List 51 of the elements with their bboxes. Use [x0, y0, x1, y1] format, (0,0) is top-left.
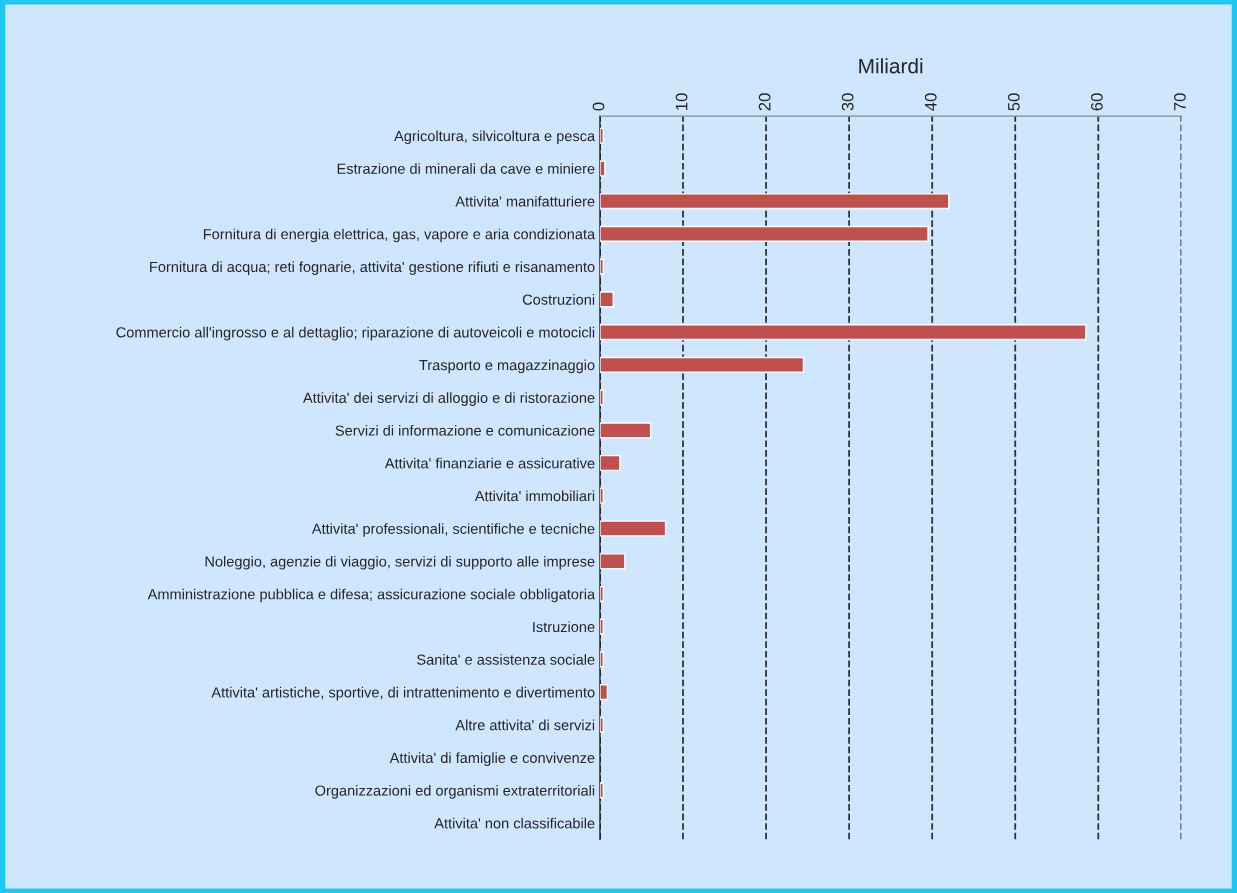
y-tick-label: Fornitura di acqua; reti fognarie, attivita' gestione rifiuti e risanamento	[150, 261, 595, 275]
bar	[599, 454, 621, 472]
bar	[599, 684, 609, 701]
y-tick-label: Noleggio, agenzie di viaggio, servizi di supporto alle imprese	[205, 555, 595, 570]
bar	[599, 716, 604, 733]
bar	[599, 193, 950, 210]
bar	[599, 782, 604, 799]
x-tick-label: 60	[1090, 93, 1103, 111]
bar	[599, 651, 604, 668]
y-tick-label: Attivita' immobiliari	[474, 490, 595, 502]
y-tick-label: Istruzione	[533, 621, 595, 633]
bar	[599, 225, 929, 242]
bar	[599, 520, 667, 537]
y-tick-label: Altre attivita' di servizi	[455, 719, 595, 731]
bar	[599, 258, 604, 275]
y-tick-label: Trasporto e magazzinaggio	[419, 359, 595, 374]
x-tick-label: 0	[592, 102, 605, 111]
bar	[599, 324, 1087, 341]
y-tick-label: Attivita' professionali, scientifiche e tecniche	[311, 523, 595, 537]
y-tick-label: Servizi di informazione e comunicazione	[335, 425, 595, 436]
bar	[599, 487, 604, 504]
x-tick-label: 30	[841, 93, 854, 111]
y-tick-label: Attivita' di famiglie e convivenze	[389, 752, 595, 766]
bar	[599, 160, 606, 177]
y-tick-label: Fornitura di energia elettrica, gas, vapore e aria condizionata	[203, 228, 596, 243]
y-tick-label: Amministrazione pubblica e difesa; assicurazione sociale obbligatoria	[147, 588, 596, 603]
bar	[599, 291, 614, 308]
y-tick-label: Organizzazioni ed organismi extraterritoriali	[315, 785, 595, 799]
x-axis-title: Miliardi	[859, 58, 923, 74]
x-tick-label: 10	[675, 93, 688, 110]
x-tick-label: 50	[1007, 93, 1020, 111]
y-tick-label: Costruzioni	[522, 294, 595, 305]
y-tick-label: Attivita' finanziarie e assicurative	[384, 457, 595, 469]
y-tick-label: Estrazione di minerali da cave e miniere	[337, 163, 595, 174]
y-tick-label: Attivita' manifatturiere	[455, 195, 595, 207]
bar	[599, 127, 604, 144]
y-tick-label: Commercio all'ingrosso e al dettaglio; riparazione di autoveicoli e motocicli	[116, 326, 595, 341]
y-tick-label: Attivita' non classificabile	[434, 817, 595, 829]
bar	[599, 618, 604, 635]
bar	[599, 585, 604, 603]
x-tick-label: 20	[758, 93, 771, 111]
bar	[599, 422, 652, 439]
y-tick-label: Attivita' dei servizi di alloggio e di ristorazione	[302, 392, 595, 406]
y-tick-label: Sanita' e assistenza sociale	[417, 654, 595, 665]
bar	[599, 356, 805, 373]
x-tick-label: 70	[1174, 93, 1186, 111]
x-tick-label: 40	[924, 93, 937, 111]
bar	[599, 389, 604, 406]
bar	[599, 553, 626, 570]
y-tick-label: Attivita' artistiche, sportive, di intrattenimento e divertimento	[211, 686, 595, 701]
y-tick-label: Agricoltura, silvicoltura e pesca	[394, 130, 596, 145]
